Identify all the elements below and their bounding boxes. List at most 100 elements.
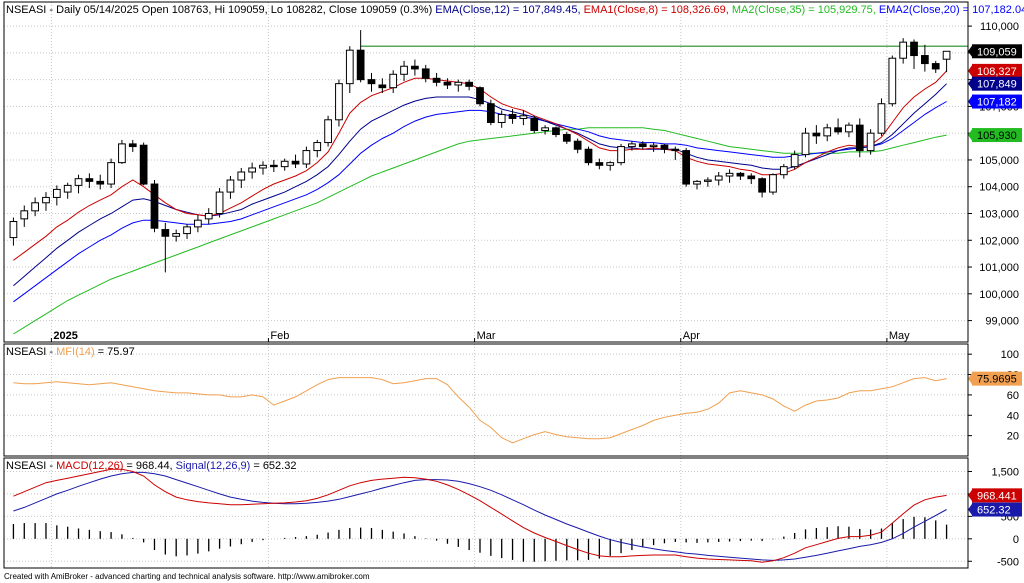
- candle[interactable]: [280, 158, 289, 171]
- candle[interactable]: [324, 115, 332, 147]
- candle[interactable]: [758, 177, 766, 198]
- candle[interactable]: [194, 214, 202, 233]
- candle[interactable]: [660, 143, 669, 154]
- candle[interactable]: [150, 180, 159, 233]
- candle[interactable]: [411, 59, 419, 76]
- candle[interactable]: [595, 158, 604, 170]
- macd-pane[interactable]: 968.441 652.32 NSEASI - MACD(12,26) = 968.…: [6, 460, 1022, 563]
- candle[interactable]: [107, 158, 115, 189]
- candle[interactable]: [888, 55, 897, 107]
- x-tick-label: Apr: [683, 330, 700, 342]
- candle[interactable]: [269, 159, 278, 172]
- candle[interactable]: [118, 139, 126, 164]
- candle[interactable]: [703, 177, 712, 187]
- candle[interactable]: [63, 182, 72, 199]
- candle[interactable]: [31, 197, 39, 217]
- candle[interactable]: [291, 154, 300, 168]
- candle[interactable]: [736, 172, 745, 181]
- candle[interactable]: [128, 139, 137, 152]
- candle[interactable]: [400, 60, 408, 81]
- candle[interactable]: [248, 162, 257, 179]
- candle[interactable]: [823, 123, 832, 142]
- candle-body-down: [486, 103, 495, 123]
- candle[interactable]: [834, 118, 842, 135]
- candle[interactable]: [866, 129, 875, 155]
- candle[interactable]: [899, 38, 908, 64]
- candle[interactable]: [617, 143, 625, 166]
- candle[interactable]: [313, 139, 322, 158]
- candle[interactable]: [183, 224, 191, 239]
- candle[interactable]: [172, 229, 181, 242]
- candle[interactable]: [476, 86, 484, 107]
- candle[interactable]: [552, 126, 560, 138]
- candle[interactable]: [921, 44, 929, 72]
- candle[interactable]: [486, 99, 495, 126]
- candle[interactable]: [910, 39, 918, 69]
- candle[interactable]: [693, 180, 701, 190]
- candle[interactable]: [465, 79, 474, 91]
- candle[interactable]: [85, 173, 94, 189]
- candle[interactable]: [725, 169, 734, 183]
- candle[interactable]: [237, 167, 246, 189]
- candle-body-up: [183, 226, 191, 235]
- value-tag: 652.32: [968, 502, 1022, 517]
- candle[interactable]: [389, 70, 398, 94]
- candle[interactable]: [432, 72, 441, 87]
- candle[interactable]: [573, 138, 582, 154]
- candle[interactable]: [519, 110, 528, 126]
- candle[interactable]: [606, 161, 615, 171]
- candle[interactable]: [204, 208, 213, 225]
- candle[interactable]: [801, 127, 810, 158]
- candle[interactable]: [356, 30, 365, 83]
- value-tag: 75.9695: [968, 371, 1022, 386]
- candle[interactable]: [769, 173, 777, 195]
- candle[interactable]: [855, 118, 864, 158]
- candle[interactable]: [96, 174, 105, 190]
- candle[interactable]: [649, 142, 658, 152]
- candle[interactable]: [302, 146, 311, 168]
- candle[interactable]: [790, 150, 799, 170]
- candle[interactable]: [845, 122, 853, 138]
- y-tick-label: 20: [1007, 431, 1019, 443]
- candle[interactable]: [562, 131, 571, 144]
- candle[interactable]: [139, 142, 148, 186]
- candle[interactable]: [638, 141, 647, 150]
- candle[interactable]: [367, 72, 376, 92]
- candle[interactable]: [378, 78, 387, 94]
- candle[interactable]: [421, 64, 430, 83]
- candle[interactable]: [671, 146, 680, 160]
- candle[interactable]: [779, 163, 788, 179]
- candle[interactable]: [20, 205, 29, 227]
- candle[interactable]: [345, 46, 354, 94]
- candle[interactable]: [942, 50, 951, 73]
- candle-body-down: [931, 63, 940, 70]
- candle[interactable]: [226, 176, 235, 199]
- candle[interactable]: [584, 146, 593, 166]
- candle[interactable]: [215, 188, 224, 218]
- candle[interactable]: [42, 192, 50, 211]
- candle[interactable]: [747, 173, 756, 185]
- candle[interactable]: [74, 174, 83, 194]
- candle[interactable]: [443, 78, 452, 90]
- candle[interactable]: [714, 172, 723, 186]
- value-tag-pointer: [968, 502, 973, 517]
- candle[interactable]: [9, 217, 18, 246]
- candle[interactable]: [161, 222, 170, 273]
- mfi-pane[interactable]: 75.9695 NSEASI - MFI(14) = 75.97: [6, 346, 1022, 444]
- candle[interactable]: [628, 141, 636, 151]
- candle[interactable]: [497, 110, 506, 128]
- candle[interactable]: [812, 125, 821, 144]
- candle[interactable]: [52, 185, 61, 206]
- candle[interactable]: [335, 79, 343, 127]
- candle[interactable]: [931, 60, 940, 73]
- candle[interactable]: [259, 161, 267, 175]
- candle[interactable]: [508, 109, 517, 124]
- candle[interactable]: [454, 79, 463, 92]
- candle[interactable]: [682, 147, 691, 187]
- candle[interactable]: [541, 125, 549, 135]
- candle[interactable]: [530, 115, 539, 134]
- value-tag-label: 108,327: [977, 66, 1017, 78]
- candle[interactable]: [877, 98, 886, 136]
